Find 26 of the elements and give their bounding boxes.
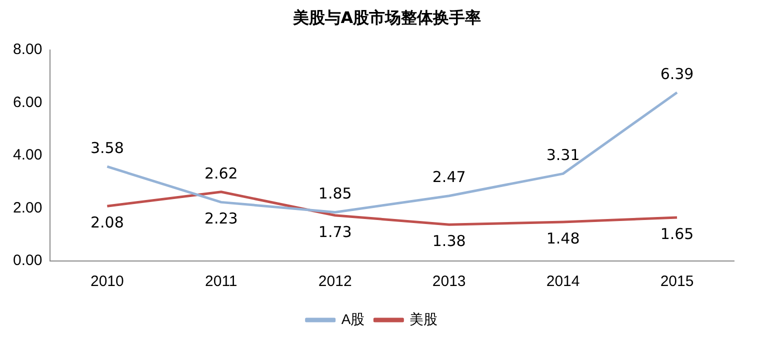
data-label: 6.39 — [660, 64, 694, 83]
x-tick-label: 2010 — [90, 273, 124, 290]
data-label: 1.73 — [318, 222, 352, 241]
data-label: 1.85 — [318, 184, 352, 203]
data-label: 2.47 — [432, 168, 466, 186]
data-label: 1.65 — [660, 224, 694, 243]
chart-title: 美股与A股市场整体换手率 — [292, 8, 482, 29]
y-tick-label: 8.00 — [12, 41, 42, 58]
x-tick-label: 2011 — [205, 273, 238, 290]
data-label: 2.23 — [204, 210, 238, 228]
data-label: 3.58 — [90, 138, 124, 157]
legend-label: A股 — [341, 310, 365, 327]
data-label: 2.08 — [90, 214, 124, 232]
data-label: 1.48 — [546, 229, 580, 248]
x-tick-label: 2012 — [318, 273, 352, 290]
y-tick-label: 4.00 — [12, 146, 42, 164]
x-tick-label: 2015 — [660, 273, 694, 290]
legend-label: 美股 — [410, 310, 438, 327]
y-tick-label: 0.00 — [12, 252, 42, 270]
data-label: 1.38 — [432, 232, 466, 250]
data-label: 3.31 — [546, 146, 580, 164]
data-label: 2.62 — [204, 164, 238, 182]
x-tick-label: 2013 — [432, 273, 466, 290]
y-tick-label: 2.00 — [12, 199, 42, 216]
x-tick-label: 2014 — [546, 273, 580, 290]
y-tick-label: 6.00 — [12, 94, 42, 111]
